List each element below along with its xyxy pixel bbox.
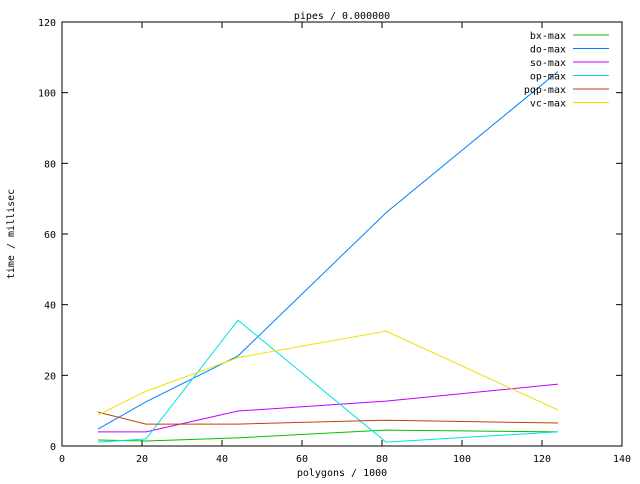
y-tick-label: 20 [44,371,56,382]
legend-label: so-max [530,58,566,69]
legend-label: pqp-max [524,85,566,96]
x-tick-label: 120 [533,454,551,465]
chart-title: pipes / 0.000000 [294,11,390,22]
x-tick-label: 0 [59,454,65,465]
y-tick-label: 40 [44,301,56,312]
y-tick-label: 120 [38,18,56,29]
series-line-do-max [97,71,559,430]
x-tick-label: 140 [613,454,631,465]
legend-label: op-max [530,72,566,83]
x-tick-label: 40 [216,454,228,465]
series-line-bx-max [97,429,559,442]
x-tick-label: 80 [376,454,388,465]
series-line-so-max [98,383,559,433]
legend-label: do-max [530,45,566,56]
y-tick-label: 80 [44,159,56,170]
y-axis-label: time / millisec [6,189,17,279]
y-tick-label: 0 [50,442,56,453]
y-tick-label: 60 [44,230,56,241]
y-tick-label: 100 [38,89,56,100]
x-axis-label: polygons / 1000 [297,468,387,479]
series-line-op-max [97,319,559,443]
series-line-vc-max [97,330,559,416]
x-tick-label: 60 [296,454,308,465]
legend-label: bx-max [530,31,566,42]
x-tick-label: 100 [453,454,471,465]
legend-label: vc-max [530,99,566,110]
x-tick-label: 20 [136,454,148,465]
series-line-pqp-max [97,411,559,425]
